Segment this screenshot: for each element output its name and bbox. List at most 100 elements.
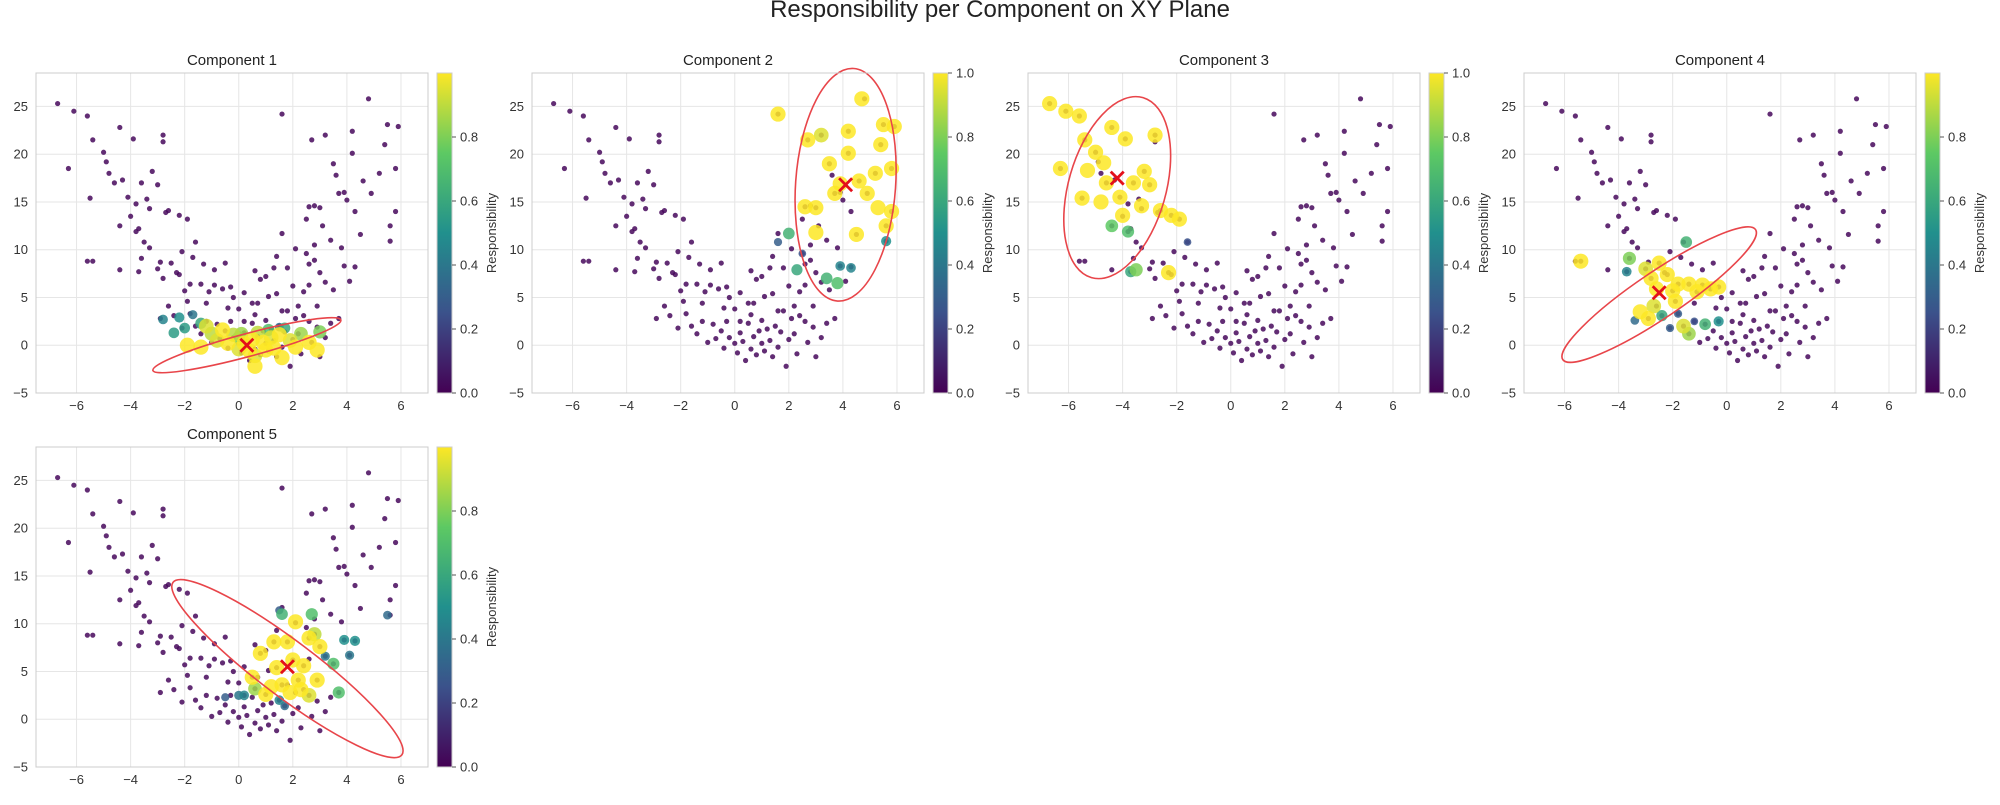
data-point <box>1257 293 1264 300</box>
colorbar-label: Responsibility <box>1972 192 1987 273</box>
data-point <box>1233 290 1239 296</box>
data-point <box>306 578 312 584</box>
data-point <box>1794 318 1800 324</box>
component-center-marker <box>1651 285 1667 301</box>
data-point <box>1670 276 1686 292</box>
data-point <box>770 354 776 360</box>
data-point <box>1676 318 1691 334</box>
data-point <box>1133 198 1150 214</box>
y-tick-label: 0 <box>21 712 28 727</box>
data-point <box>656 132 662 138</box>
data-point <box>247 358 263 374</box>
data-point <box>840 145 856 161</box>
data-point <box>824 237 830 243</box>
data-point <box>322 506 328 512</box>
data-point <box>1211 286 1218 292</box>
data-point <box>1222 294 1228 301</box>
y-tick-label: 15 <box>510 194 524 209</box>
data-point <box>317 728 323 734</box>
data-point <box>1179 281 1185 287</box>
data-point <box>303 590 309 596</box>
x-tick-label: 6 <box>397 398 404 413</box>
colorbar-tick-label: 0.8 <box>460 130 478 145</box>
x-tick-label: 4 <box>343 772 350 787</box>
data-point <box>1271 111 1277 117</box>
data-point <box>1320 237 1326 243</box>
data-point <box>1653 207 1660 214</box>
data-point <box>675 249 681 255</box>
data-point <box>203 300 209 306</box>
data-point <box>683 281 689 287</box>
data-point <box>1349 231 1356 238</box>
data-point <box>1293 289 1299 295</box>
data-point <box>1705 335 1711 342</box>
data-point <box>344 197 350 203</box>
data-point <box>751 300 757 306</box>
y-tick-label: 15 <box>14 568 28 583</box>
data-point <box>333 172 339 178</box>
colorbar-tick-label: 0.2 <box>1452 322 1470 337</box>
data-point <box>328 237 334 243</box>
data-point <box>160 139 166 145</box>
data-point <box>228 318 234 324</box>
data-point <box>1268 323 1274 329</box>
data-point <box>252 720 258 726</box>
x-tick-label: 6 <box>397 772 404 787</box>
data-point <box>1794 261 1800 267</box>
colorbar <box>437 447 452 767</box>
data-point <box>271 711 277 718</box>
data-point <box>745 320 751 326</box>
data-point <box>1762 253 1768 260</box>
data-point <box>274 627 280 634</box>
data-point <box>713 335 719 342</box>
data-point <box>1384 208 1391 215</box>
data-point <box>1872 121 1879 128</box>
data-point <box>1870 142 1876 148</box>
data-point <box>305 608 318 621</box>
data-point <box>732 340 738 346</box>
data-point <box>1142 177 1158 193</box>
data-point <box>336 564 342 570</box>
data-point <box>1672 216 1678 222</box>
data-point <box>1203 267 1210 273</box>
data-point <box>1241 320 1247 326</box>
data-point <box>176 586 182 592</box>
data-point <box>219 660 226 666</box>
data-point <box>797 289 803 295</box>
data-point <box>1190 281 1196 287</box>
x-tick-label: −4 <box>1611 398 1626 413</box>
y-tick-label: 10 <box>1502 242 1516 257</box>
data-point <box>274 695 285 705</box>
data-point <box>1266 291 1272 297</box>
data-point <box>155 182 161 188</box>
data-point <box>165 207 172 214</box>
data-point <box>1807 223 1814 229</box>
data-point <box>748 312 754 318</box>
data-point <box>580 113 586 119</box>
data-point <box>797 199 813 215</box>
x-tick-label: 0 <box>1227 398 1234 413</box>
data-point <box>1104 119 1120 136</box>
data-point <box>1767 230 1773 237</box>
data-point <box>1826 245 1833 251</box>
subplot-title: Component 3 <box>1179 52 1269 69</box>
colorbar-tick-label: 0.6 <box>460 568 478 583</box>
data-point <box>117 498 123 505</box>
data-point <box>309 713 315 719</box>
data-point <box>265 293 272 300</box>
data-point <box>1762 354 1768 360</box>
data-point <box>133 602 139 609</box>
data-point <box>198 331 204 337</box>
data-point <box>802 282 808 288</box>
colorbar-tick-label: 0.0 <box>1948 386 1966 401</box>
data-point <box>103 159 109 165</box>
data-point <box>1163 313 1169 319</box>
data-point <box>1767 111 1773 117</box>
data-point <box>168 327 180 339</box>
data-point <box>179 249 185 255</box>
data-point <box>279 230 285 237</box>
data-point <box>309 137 315 143</box>
data-point <box>1257 348 1264 354</box>
data-point <box>287 363 293 369</box>
data-point <box>1220 284 1226 290</box>
